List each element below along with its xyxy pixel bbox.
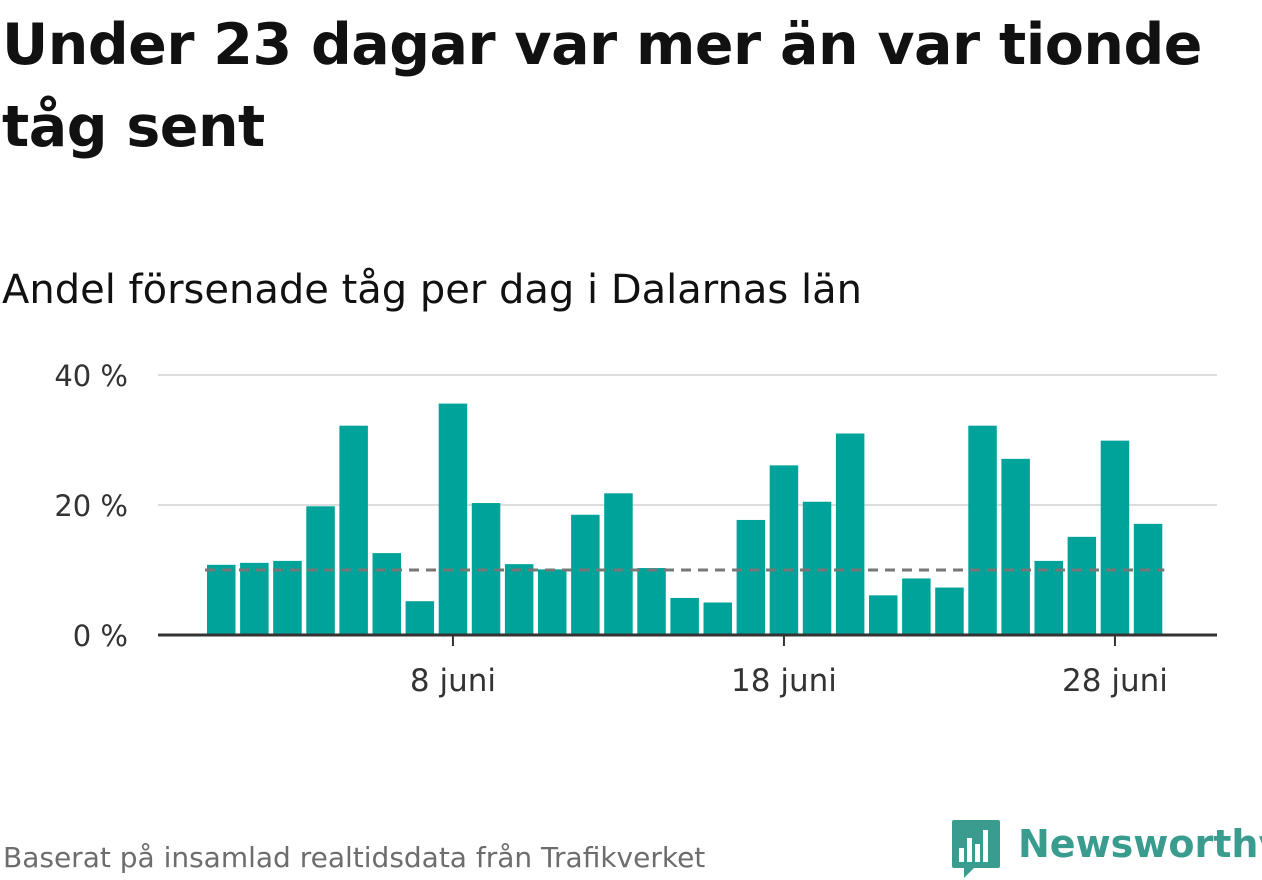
bar: [372, 553, 401, 635]
logo-wordmark: Newsworthy: [1018, 822, 1262, 866]
y-tick-label: 0 %: [73, 619, 128, 653]
bar: [1067, 536, 1097, 635]
newsworthy-bar-chart-icon: [952, 820, 1000, 878]
x-axis-tick-labels: 8 juni 18 juni 28 juni: [410, 635, 1168, 699]
headline: Under 23 dagar var mer än var tionde tåg…: [2, 12, 1202, 160]
bar: [736, 519, 766, 635]
bar: [571, 514, 600, 635]
y-tick-label: 40 %: [54, 359, 128, 393]
bar: [769, 465, 799, 635]
bars: [207, 403, 1163, 635]
bar: [273, 560, 302, 635]
bar: [835, 433, 865, 635]
y-tick-label: 20 %: [54, 489, 128, 523]
bar: [703, 602, 732, 635]
x-tick-label: 28 juni: [1062, 663, 1168, 699]
bar: [869, 595, 898, 635]
chart-subtitle: Andel försenade tåg per dag i Dalarnas l…: [2, 267, 862, 313]
bar: [968, 425, 997, 635]
newsworthy-logo: Newsworthy: [950, 818, 1262, 880]
x-tick-label: 18 juni: [731, 663, 837, 699]
bar: [1001, 458, 1030, 635]
bar-chart: 0 % 20 % 40 % 8 juni 18 juni 28 juni: [54, 359, 1217, 699]
bar: [935, 587, 964, 635]
bar: [207, 564, 236, 635]
bar: [670, 597, 699, 635]
bar: [902, 578, 931, 635]
bar: [405, 601, 435, 635]
bar: [339, 425, 368, 635]
source-note: Baserat på insamlad realtidsdata från Tr…: [3, 841, 706, 874]
bar: [240, 562, 269, 635]
bar: [504, 564, 534, 635]
x-tick-label: 8 juni: [410, 663, 496, 699]
bar: [1034, 560, 1063, 635]
bar: [538, 569, 567, 635]
bar: [802, 501, 832, 635]
bar: [438, 403, 468, 635]
bar: [604, 493, 633, 635]
bar: [1133, 523, 1163, 635]
bar: [637, 568, 666, 635]
bar: [1100, 440, 1130, 635]
y-axis-tick-labels: 0 % 20 % 40 %: [54, 359, 128, 653]
grid-lines: [158, 374, 1217, 506]
